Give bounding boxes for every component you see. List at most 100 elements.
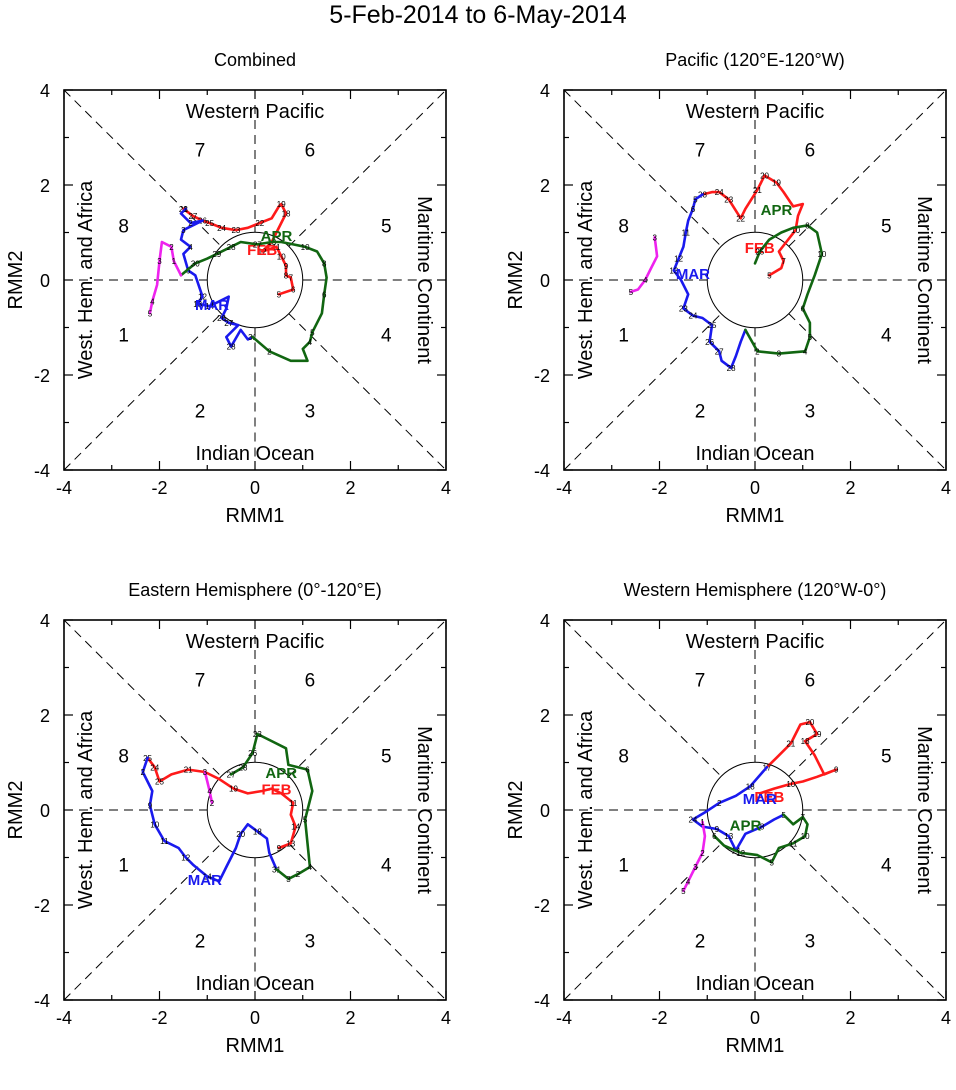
y-tick-label: -4 xyxy=(34,461,50,481)
phase-number: 5 xyxy=(881,216,892,237)
region-label-indian-ocean: Indian Ocean xyxy=(196,443,315,465)
day-label: 13 xyxy=(193,300,202,309)
day-label: 19 xyxy=(813,730,822,739)
month-label-feb: FEB xyxy=(754,789,784,806)
day-label: 6 xyxy=(712,832,717,841)
y-tick-label: -2 xyxy=(34,896,50,916)
day-label: 21 xyxy=(753,186,762,195)
day-label: 13 xyxy=(669,267,678,276)
day-label: 2 xyxy=(755,347,760,356)
day-label: 27 xyxy=(188,212,197,221)
day-label: 20 xyxy=(805,718,814,727)
month-label-feb: FEB xyxy=(247,242,277,259)
phase-number: 3 xyxy=(305,932,316,953)
phase-number: 4 xyxy=(881,326,892,347)
day-label: 9 xyxy=(284,262,289,271)
y-tick-label: -4 xyxy=(534,991,550,1011)
day-label: 27 xyxy=(715,347,724,356)
phase-number: 4 xyxy=(881,856,892,877)
day-label: 9 xyxy=(715,825,720,834)
unit-circle xyxy=(706,231,804,329)
phase-number: 5 xyxy=(381,216,392,237)
day-label: 5 xyxy=(681,887,686,896)
day-label: 10 xyxy=(801,832,810,841)
y-tick-label: -2 xyxy=(534,896,550,916)
day-label: 19 xyxy=(277,200,286,209)
y-axis-label: RMM2 xyxy=(5,251,27,310)
day-label: 24 xyxy=(217,224,226,233)
x-tick-label: -2 xyxy=(151,478,167,498)
panel-western-hemisphere: Western Hemisphere (120°W-0°) -4 -4 -2 -2 0 0 2… xyxy=(500,570,956,1090)
phase-number: 7 xyxy=(195,670,206,691)
day-label: 29 xyxy=(212,250,221,259)
day-label: 28 xyxy=(239,763,248,772)
phase-boundary-line xyxy=(63,843,222,1001)
day-label: 4 xyxy=(686,877,691,886)
region-label-western-pacific: Western Pacific xyxy=(686,101,825,123)
phase-number: 6 xyxy=(305,140,316,161)
day-label: 9 xyxy=(148,801,153,810)
day-label: 26 xyxy=(248,749,257,758)
day-label: 27 xyxy=(253,240,262,249)
day-label: 24 xyxy=(688,312,697,321)
x-tick-label: 2 xyxy=(345,1008,355,1028)
day-label: 5 xyxy=(808,333,813,342)
day-label: 20 xyxy=(236,830,245,839)
y-tick-label: 2 xyxy=(540,176,550,196)
day-label: 8 xyxy=(284,271,289,280)
series-line-may xyxy=(629,235,659,294)
day-label: 18 xyxy=(282,210,291,219)
y-axis-label: RMM2 xyxy=(505,781,527,840)
day-label: 20 xyxy=(760,172,769,181)
y-axis-label: RMM2 xyxy=(505,251,527,310)
phase-boundary-line xyxy=(288,89,447,247)
day-label: 28 xyxy=(227,243,236,252)
day-label: 6 xyxy=(305,766,310,775)
phase-number: 8 xyxy=(618,216,629,237)
day-label: 21 xyxy=(184,766,193,775)
phase-boundary-line xyxy=(63,89,222,247)
month-label-apr: APR xyxy=(261,228,293,245)
region-label-western-pacific: Western Pacific xyxy=(686,631,825,653)
day-label: 1 xyxy=(184,205,189,214)
panel-title: Pacific (120°E-120°W) xyxy=(665,50,844,70)
phase-number: 2 xyxy=(695,402,706,423)
series-line-apr xyxy=(744,224,824,355)
phase-number: 7 xyxy=(695,670,706,691)
series-line-feb xyxy=(146,756,297,850)
phase-number: 4 xyxy=(381,326,392,347)
day-label: 2 xyxy=(169,243,174,252)
y-tick-label: 4 xyxy=(40,81,50,101)
x-tick-label: -4 xyxy=(56,478,72,498)
day-label: 3 xyxy=(693,863,698,872)
phase-boundary-line xyxy=(788,843,947,1001)
panel-title: Eastern Hemisphere (0°-120°E) xyxy=(128,580,382,600)
day-label: 4 xyxy=(150,297,155,306)
unit-circle xyxy=(206,761,304,859)
day-label: 22 xyxy=(255,219,264,228)
day-label: 2 xyxy=(700,849,705,858)
day-label: 10 xyxy=(150,820,159,829)
day-label: 7 xyxy=(801,813,806,822)
day-label: 2 xyxy=(141,768,146,777)
day-label: 6 xyxy=(291,286,296,295)
day-label: 4 xyxy=(207,787,212,796)
x-tick-label: 0 xyxy=(250,1008,260,1028)
day-label: 4 xyxy=(188,243,193,252)
phase-number: 2 xyxy=(195,932,206,953)
day-label: 10 xyxy=(791,226,800,235)
day-label: 26 xyxy=(217,314,226,323)
main-title: 5-Feb-2014 to 6-May-2014 xyxy=(329,1,627,29)
unit-circle xyxy=(206,231,304,329)
phase-number: 1 xyxy=(118,856,129,877)
day-label: 8 xyxy=(322,259,327,268)
day-label: 11 xyxy=(289,799,298,808)
x-tick-label: 0 xyxy=(750,478,760,498)
region-label-indian-ocean: Indian Ocean xyxy=(196,973,315,995)
day-label: 14 xyxy=(203,873,212,882)
day-label: 10 xyxy=(817,250,826,259)
phase-boundary-line xyxy=(288,619,447,777)
phase-number: 6 xyxy=(305,670,316,691)
day-label: 27 xyxy=(227,770,236,779)
